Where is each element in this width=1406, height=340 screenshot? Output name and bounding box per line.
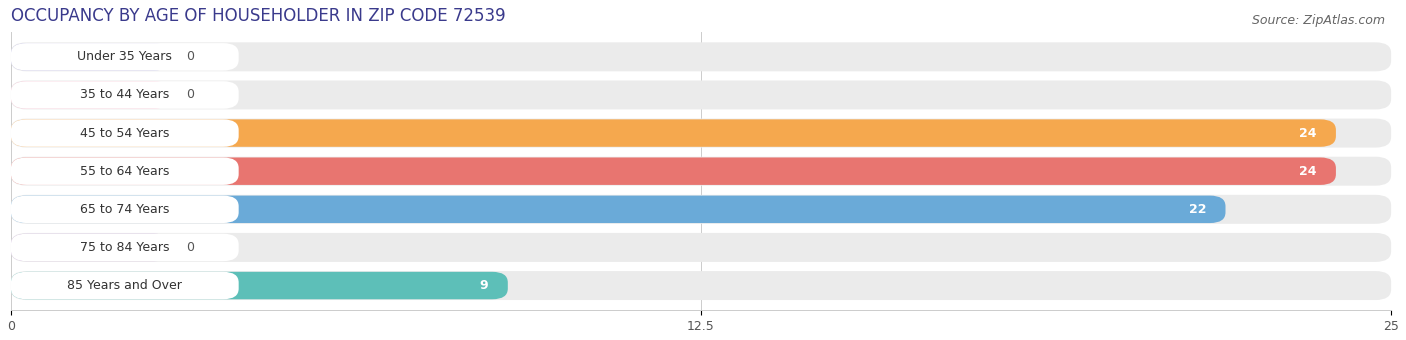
FancyBboxPatch shape xyxy=(11,234,239,261)
FancyBboxPatch shape xyxy=(11,43,239,71)
Text: 0: 0 xyxy=(186,50,194,63)
FancyBboxPatch shape xyxy=(11,119,239,147)
Text: OCCUPANCY BY AGE OF HOUSEHOLDER IN ZIP CODE 72539: OCCUPANCY BY AGE OF HOUSEHOLDER IN ZIP C… xyxy=(11,7,506,25)
FancyBboxPatch shape xyxy=(11,157,1391,186)
Text: 65 to 74 Years: 65 to 74 Years xyxy=(80,203,170,216)
Text: 0: 0 xyxy=(186,88,194,101)
Text: 9: 9 xyxy=(479,279,488,292)
Text: 35 to 44 Years: 35 to 44 Years xyxy=(80,88,170,101)
Text: Source: ZipAtlas.com: Source: ZipAtlas.com xyxy=(1251,14,1385,27)
Text: 45 to 54 Years: 45 to 54 Years xyxy=(80,126,170,140)
Text: Under 35 Years: Under 35 Years xyxy=(77,50,173,63)
FancyBboxPatch shape xyxy=(11,272,508,299)
FancyBboxPatch shape xyxy=(11,157,1336,185)
Text: 24: 24 xyxy=(1299,165,1316,178)
Text: 22: 22 xyxy=(1188,203,1206,216)
FancyBboxPatch shape xyxy=(11,119,1391,148)
FancyBboxPatch shape xyxy=(11,233,1391,262)
FancyBboxPatch shape xyxy=(11,195,1391,224)
Text: 85 Years and Over: 85 Years and Over xyxy=(67,279,183,292)
FancyBboxPatch shape xyxy=(11,234,170,261)
Text: 55 to 64 Years: 55 to 64 Years xyxy=(80,165,170,178)
Text: 75 to 84 Years: 75 to 84 Years xyxy=(80,241,170,254)
FancyBboxPatch shape xyxy=(11,157,239,185)
FancyBboxPatch shape xyxy=(11,195,1226,223)
FancyBboxPatch shape xyxy=(11,119,1336,147)
FancyBboxPatch shape xyxy=(11,271,1391,300)
Text: 24: 24 xyxy=(1299,126,1316,140)
FancyBboxPatch shape xyxy=(11,81,239,109)
Text: 0: 0 xyxy=(186,241,194,254)
FancyBboxPatch shape xyxy=(11,42,1391,71)
FancyBboxPatch shape xyxy=(11,81,1391,109)
FancyBboxPatch shape xyxy=(11,43,170,71)
FancyBboxPatch shape xyxy=(11,81,170,109)
FancyBboxPatch shape xyxy=(11,195,239,223)
FancyBboxPatch shape xyxy=(11,272,239,299)
